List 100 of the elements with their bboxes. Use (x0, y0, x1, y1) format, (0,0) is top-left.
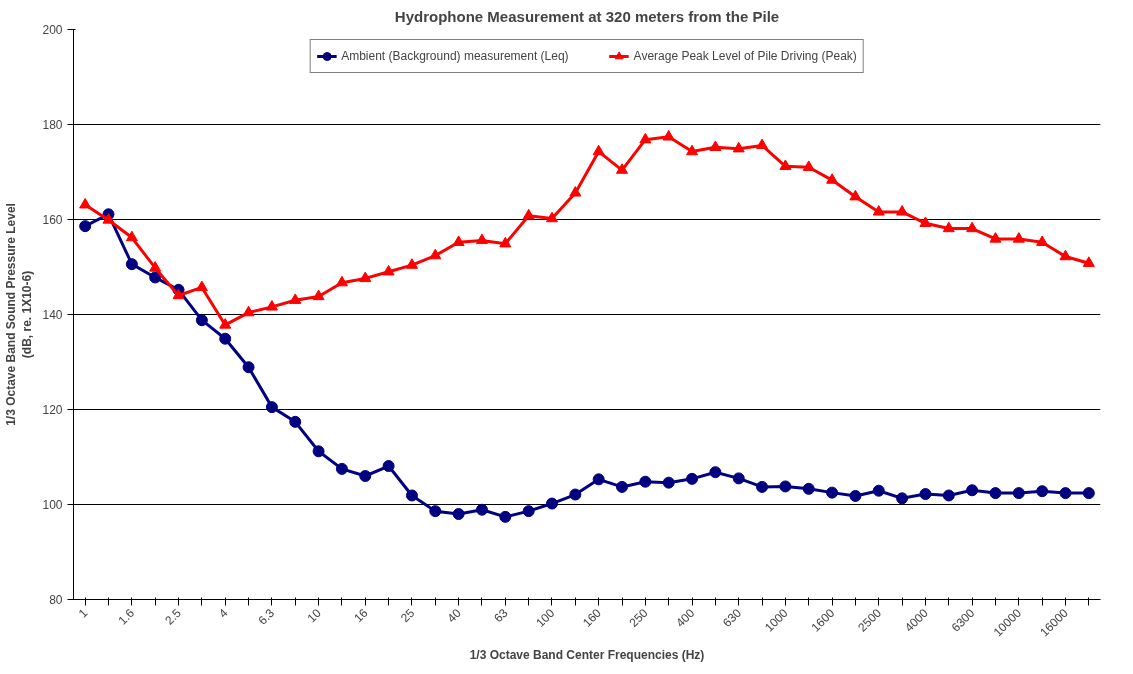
y-axis-title: 1/3 Octave Band Sound Pressure Level (dB, re. 1X10-6) (3, 203, 35, 426)
point (662, 476, 675, 489)
x-tick-label: 1 (75, 605, 91, 621)
x-tick-label: 2.5 (162, 605, 185, 628)
point (452, 235, 465, 246)
x-tick-label: 1.6 (115, 605, 138, 628)
x-tick-label: 160 (579, 605, 605, 630)
point (219, 332, 232, 345)
point (592, 144, 605, 156)
point (125, 230, 138, 242)
point (289, 293, 302, 304)
y-tick-label: 160 (42, 213, 63, 227)
x-tick-label: 400 (673, 605, 698, 630)
point (1012, 232, 1025, 243)
point (826, 173, 839, 184)
x-tick-label: 10 (304, 605, 325, 626)
point (919, 488, 932, 501)
point (242, 361, 255, 374)
point (312, 289, 325, 301)
point (919, 216, 932, 227)
x-tick-label: 25 (397, 605, 418, 626)
x-tick-label: 16 (351, 605, 371, 626)
point (942, 221, 955, 233)
point (125, 258, 138, 271)
point (429, 505, 442, 518)
point (359, 271, 372, 283)
point (1082, 256, 1095, 267)
point (662, 130, 675, 141)
y-tick-label: 140 (42, 308, 63, 322)
point (499, 510, 512, 523)
point (312, 445, 325, 458)
point (382, 460, 395, 473)
point (639, 132, 652, 144)
point (639, 475, 652, 488)
point (149, 271, 162, 284)
y-tick-label: 200 (42, 23, 63, 37)
point (569, 488, 582, 501)
x-tick-label: 4 (215, 605, 231, 621)
point (872, 484, 885, 497)
point (942, 489, 955, 502)
point (686, 472, 699, 485)
x-tick-label: 63 (491, 605, 511, 626)
point (616, 163, 629, 174)
point (265, 300, 278, 311)
point (195, 314, 208, 327)
y-tick-label: 100 (42, 498, 63, 512)
point (335, 462, 348, 475)
point (499, 236, 512, 248)
x-tick-label: 250 (626, 605, 651, 630)
point (966, 221, 979, 233)
point (732, 472, 745, 485)
point (79, 220, 92, 233)
point (709, 140, 722, 151)
point (172, 288, 185, 300)
legend-label: Average Peak Level of Pile Driving (Peak) (633, 49, 857, 63)
point (989, 232, 1002, 243)
point (966, 484, 979, 497)
point (802, 160, 815, 171)
point (686, 144, 699, 156)
x-axis-title: 1/3 Octave Band Center Frequencies (Hz) (469, 648, 705, 663)
point (756, 138, 769, 150)
point (1059, 249, 1072, 261)
point (756, 480, 769, 493)
point (569, 186, 582, 197)
x-tick-label: 100 (533, 605, 558, 630)
point (592, 473, 605, 486)
point (79, 197, 92, 209)
point (872, 205, 885, 216)
point (545, 497, 558, 510)
point (429, 248, 442, 260)
point (242, 305, 255, 317)
point (475, 233, 488, 245)
point (475, 503, 488, 516)
point (1059, 487, 1072, 500)
x-tick-label: 630 (719, 605, 745, 630)
point (405, 489, 418, 502)
point (1012, 487, 1025, 500)
point (405, 258, 418, 269)
y-tick-label: 80 (49, 593, 63, 607)
point (896, 492, 909, 505)
point (1036, 485, 1049, 498)
point (1082, 487, 1095, 500)
point (802, 482, 815, 495)
point (102, 213, 115, 224)
x-tick-label: 40 (444, 605, 465, 626)
point (522, 208, 535, 220)
point (989, 487, 1002, 500)
y-tick-label: 180 (42, 118, 63, 132)
point (849, 189, 862, 201)
point (826, 486, 839, 499)
point (219, 318, 232, 329)
point (732, 141, 745, 153)
y-tick-label: 120 (42, 403, 63, 417)
point (149, 261, 162, 272)
point (849, 489, 862, 502)
x-tick-label: 6.3 (255, 605, 278, 628)
point (382, 264, 395, 276)
point (359, 470, 372, 482)
point (265, 401, 278, 414)
point (195, 280, 208, 292)
